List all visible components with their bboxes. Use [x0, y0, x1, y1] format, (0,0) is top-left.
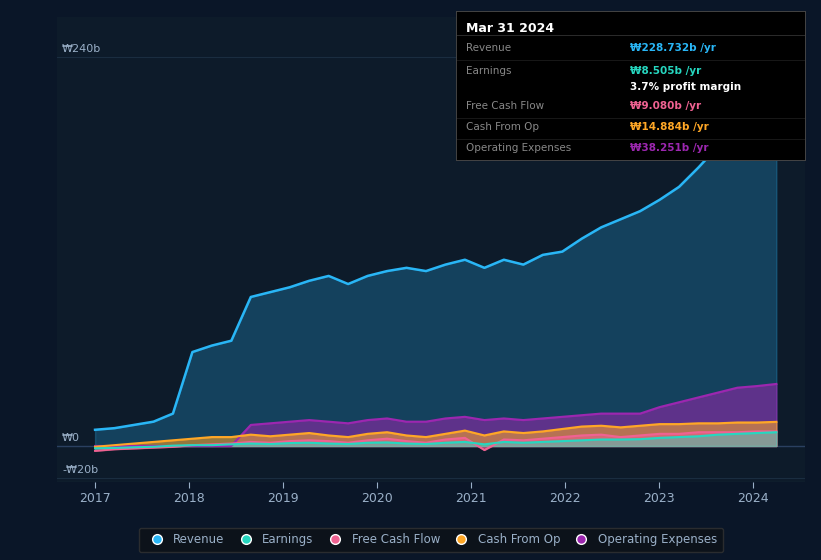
- Text: Operating Expenses: Operating Expenses: [466, 143, 571, 153]
- Text: Earnings: Earnings: [466, 66, 511, 76]
- Text: Cash From Op: Cash From Op: [466, 122, 539, 132]
- Text: ₩9.080b /yr: ₩9.080b /yr: [631, 101, 701, 111]
- Text: 3.7% profit margin: 3.7% profit margin: [631, 82, 741, 92]
- Text: Mar 31 2024: Mar 31 2024: [466, 22, 554, 35]
- Legend: Revenue, Earnings, Free Cash Flow, Cash From Op, Operating Expenses: Revenue, Earnings, Free Cash Flow, Cash …: [139, 528, 723, 552]
- Text: ₩8.505b /yr: ₩8.505b /yr: [631, 66, 701, 76]
- Text: Revenue: Revenue: [466, 43, 511, 53]
- Text: ₩240b: ₩240b: [62, 44, 102, 54]
- Text: ₩14.884b /yr: ₩14.884b /yr: [631, 122, 709, 132]
- Text: ₩228.732b /yr: ₩228.732b /yr: [631, 43, 716, 53]
- Text: ₩0: ₩0: [62, 433, 80, 443]
- Text: -₩20b: -₩20b: [62, 465, 99, 475]
- Text: ₩38.251b /yr: ₩38.251b /yr: [631, 143, 709, 153]
- Text: Free Cash Flow: Free Cash Flow: [466, 101, 544, 111]
